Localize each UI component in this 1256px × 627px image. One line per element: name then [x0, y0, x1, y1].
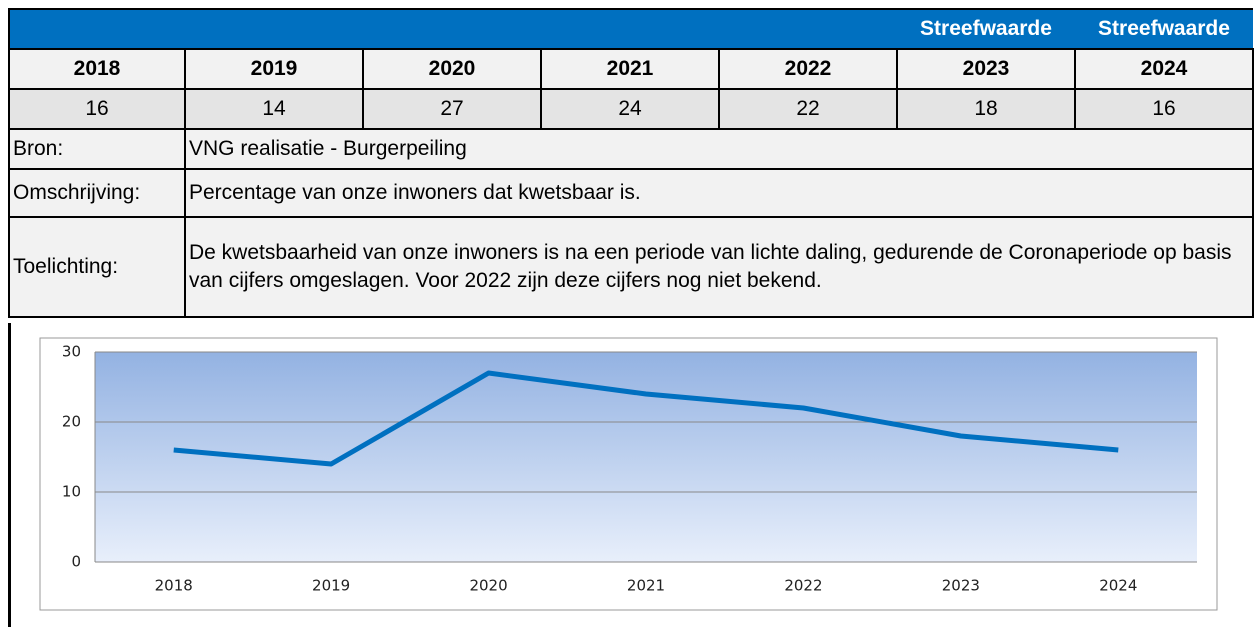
x-tick-label: 2020 — [469, 577, 507, 595]
y-tick-label: 20 — [62, 413, 81, 431]
info-row: Bron: VNG realisatie - Burgerpeiling — [8, 128, 1254, 170]
value-cell: 22 — [718, 88, 898, 130]
info-text: VNG realisatie - Burgerpeiling — [184, 128, 1254, 170]
values-row: 16 14 27 24 22 18 16 — [8, 88, 1254, 130]
year-cell: 2018 — [8, 48, 186, 90]
header-cell — [8, 8, 897, 50]
info-label: Omschrijving: — [8, 168, 186, 218]
year-cell: 2022 — [718, 48, 898, 90]
y-tick-label: 0 — [71, 553, 81, 571]
x-tick-label: 2019 — [312, 577, 350, 595]
value-cell: 16 — [1074, 88, 1254, 130]
y-tick-label: 10 — [62, 483, 81, 501]
x-tick-label: 2021 — [627, 577, 665, 595]
data-line — [173, 370, 1119, 467]
value-cell: 18 — [896, 88, 1076, 130]
value-cell: 27 — [362, 88, 542, 130]
year-cell: 2021 — [540, 48, 720, 90]
table-body: Streefwaarde Streefwaarde 2018 2019 2020 20… — [8, 8, 1254, 318]
kpi-table: Streefwaarde Streefwaarde 2018 2019 2020 20… — [8, 8, 1254, 318]
x-tick-label: 2018 — [155, 577, 193, 595]
info-row: Omschrijving: Percentage van onze inwoner… — [8, 168, 1254, 218]
info-label: Bron: — [8, 128, 186, 170]
info-label: Toelichting: — [8, 216, 186, 318]
x-tick-label: 2024 — [1099, 577, 1137, 595]
year-cell: 2024 — [1074, 48, 1254, 90]
header-label: Streefwaarde — [1075, 8, 1253, 50]
value-cell: 14 — [184, 88, 364, 130]
x-tick-label: 2023 — [942, 577, 980, 595]
value-cell: 16 — [8, 88, 186, 130]
header-row: Streefwaarde Streefwaarde — [8, 8, 1253, 50]
x-tick-label: 2022 — [784, 577, 822, 595]
year-cell: 2019 — [184, 48, 364, 90]
info-text: De kwetsbaarheid van onze inwoners is na… — [184, 216, 1254, 318]
header-label: Streefwaarde — [897, 8, 1075, 50]
years-row: 2018 2019 2020 2021 2022 2023 2024 — [8, 48, 1254, 90]
y-tick-label: 30 — [62, 343, 81, 361]
table: Streefwaarde Streefwaarde 2018 2019 2020 20… — [8, 8, 1254, 318]
year-cell: 2023 — [896, 48, 1076, 90]
value-cell: 24 — [540, 88, 720, 130]
info-text: Percentage van onze inwoners dat kwetsba… — [184, 168, 1254, 218]
info-row: Toelichting: De kwetsbaarheid van onze in… — [8, 216, 1254, 318]
chart: 0 10 20 30 2018 2019 2020 2021 2022 2023 2024 — [8, 323, 1218, 627]
year-cell: 2020 — [362, 48, 542, 90]
